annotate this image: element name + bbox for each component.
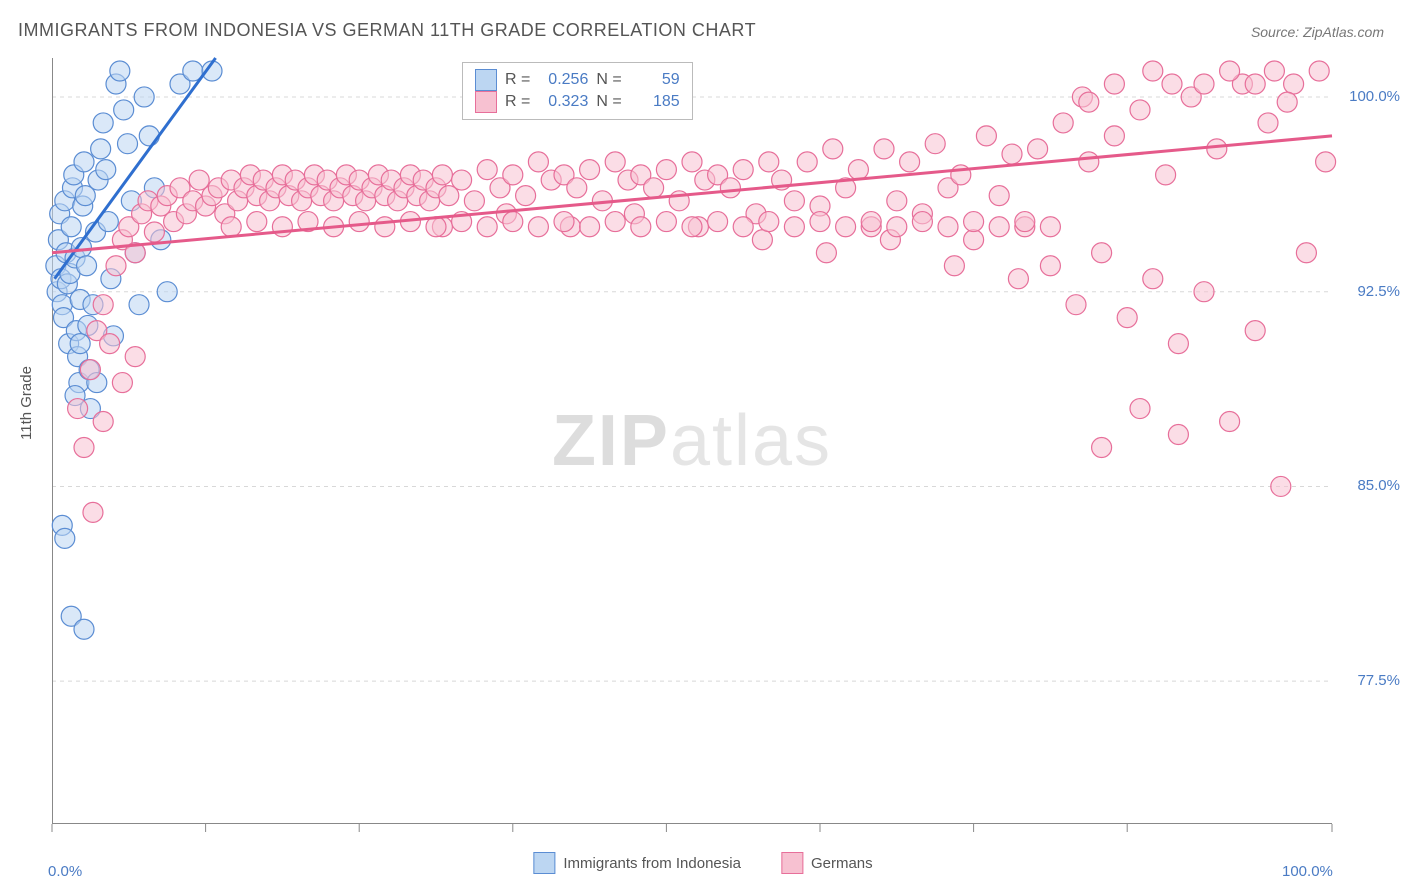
legend-label: Immigrants from Indonesia xyxy=(563,855,741,872)
stats-legend-box: R = 0.256 N = 59 R = 0.323 N = 185 xyxy=(462,62,693,120)
xtick-label: 100.0% xyxy=(1282,863,1333,880)
xtick-label: 0.0% xyxy=(48,863,82,880)
legend-item: Immigrants from Indonesia xyxy=(533,852,741,874)
chart-area: ZIPatlas R = 0.256 N = 59 R = 0.323 N = … xyxy=(52,58,1332,824)
chart-title: IMMIGRANTS FROM INDONESIA VS GERMAN 11TH… xyxy=(18,20,756,41)
y-axis-label: 11th Grade xyxy=(18,366,35,440)
legend-swatch xyxy=(533,852,555,874)
ytick-label: 92.5% xyxy=(1357,283,1400,300)
n-value: 59 xyxy=(630,71,680,89)
legend-swatch xyxy=(781,852,803,874)
legend-item: Germans xyxy=(781,852,873,874)
r-value: 0.256 xyxy=(538,71,588,89)
bottom-legend: Immigrants from Indonesia Germans xyxy=(533,852,872,874)
source-label: Source: ZipAtlas.com xyxy=(1251,24,1384,40)
stats-swatch xyxy=(475,69,497,91)
stats-swatch xyxy=(475,91,497,113)
stats-row: R = 0.256 N = 59 xyxy=(475,69,680,91)
r-value: 0.323 xyxy=(538,93,588,111)
legend-label: Germans xyxy=(811,855,873,872)
stats-row: R = 0.323 N = 185 xyxy=(475,91,680,113)
scatter-chart xyxy=(52,58,1332,824)
ytick-label: 85.0% xyxy=(1357,477,1400,494)
ytick-label: 77.5% xyxy=(1357,672,1400,689)
n-value: 185 xyxy=(630,93,680,111)
ytick-label: 100.0% xyxy=(1349,88,1400,105)
